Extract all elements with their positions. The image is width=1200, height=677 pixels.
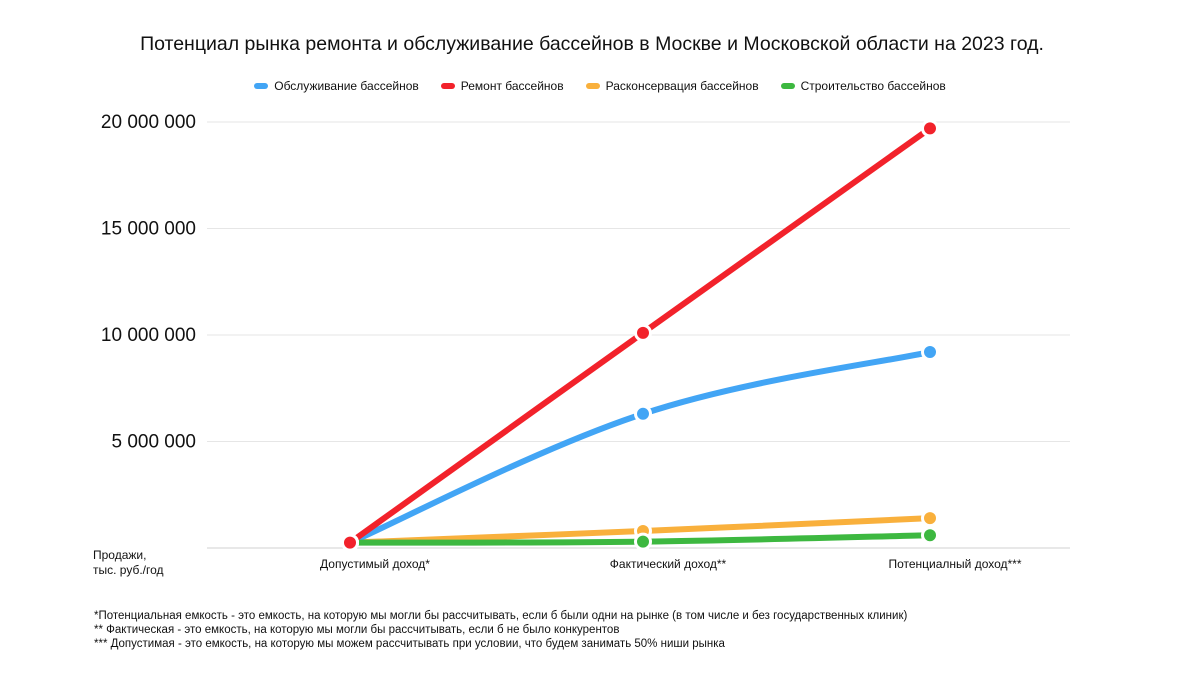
legend-item-service[interactable]: Обслуживание бассейнов (254, 79, 419, 93)
footnote-permissible: *** Допустимая - это емкость, на которую… (94, 638, 725, 650)
chart-title: Потенциал рынка ремонта и обслуживание б… (140, 33, 1044, 55)
data-point-construction (634, 532, 652, 551)
y-tick-label: 20 000 000 (101, 112, 196, 133)
legend-item-repair[interactable]: Ремонт бассейнов (440, 79, 564, 93)
y-axis-label: Продажи, тыс. руб./год (93, 548, 164, 578)
series-line-service (347, 349, 933, 546)
legend-swatch-construction (780, 83, 795, 89)
legend-swatch-repair (440, 83, 455, 89)
footnote-potential: *Потенциальная емкость - это емкость, на… (94, 610, 908, 622)
legend-label-repair: Ремонт бассейнов (460, 79, 564, 93)
y-tick-label: 5 000 000 (111, 432, 196, 453)
x-tick-label: Допустимый доход* (320, 557, 430, 571)
legend-item-reopening[interactable]: Расконсервация бассейнов (585, 79, 759, 93)
data-point-repair (341, 533, 359, 552)
y-tick-label: 15 000 000 (101, 219, 196, 240)
footnotes: *Потенциальная емкость - это емкость, на… (94, 609, 907, 651)
data-point-repair (634, 323, 652, 342)
legend: Обслуживание бассейнов Ремонт бассейнов … (0, 79, 1200, 93)
legend-label-reopening: Расконсервация бассейнов (605, 79, 759, 93)
footnote-actual: ** Фактическая - это емкость, на которую… (94, 624, 620, 636)
legend-swatch-reopening (585, 83, 600, 89)
data-point-service (921, 343, 939, 362)
data-point-service (634, 404, 652, 423)
x-tick-label: Потенциалный доход*** (888, 557, 1021, 571)
data-point-construction (921, 526, 939, 545)
legend-label-service: Обслуживание бассейнов (274, 79, 419, 93)
x-tick-label: Фактический доход** (610, 557, 727, 571)
data-point-repair (921, 119, 939, 138)
legend-swatch-service (254, 83, 269, 89)
data-point-reopening (921, 509, 939, 528)
y-tick-label: 10 000 000 (101, 325, 196, 346)
y-axis-label-line: Продажи, (93, 548, 147, 562)
legend-label-construction: Строительство бассейнов (800, 79, 946, 93)
legend-item-construction[interactable]: Строительство бассейнов (780, 79, 946, 93)
y-axis-label-line: тыс. руб./год (93, 563, 164, 577)
